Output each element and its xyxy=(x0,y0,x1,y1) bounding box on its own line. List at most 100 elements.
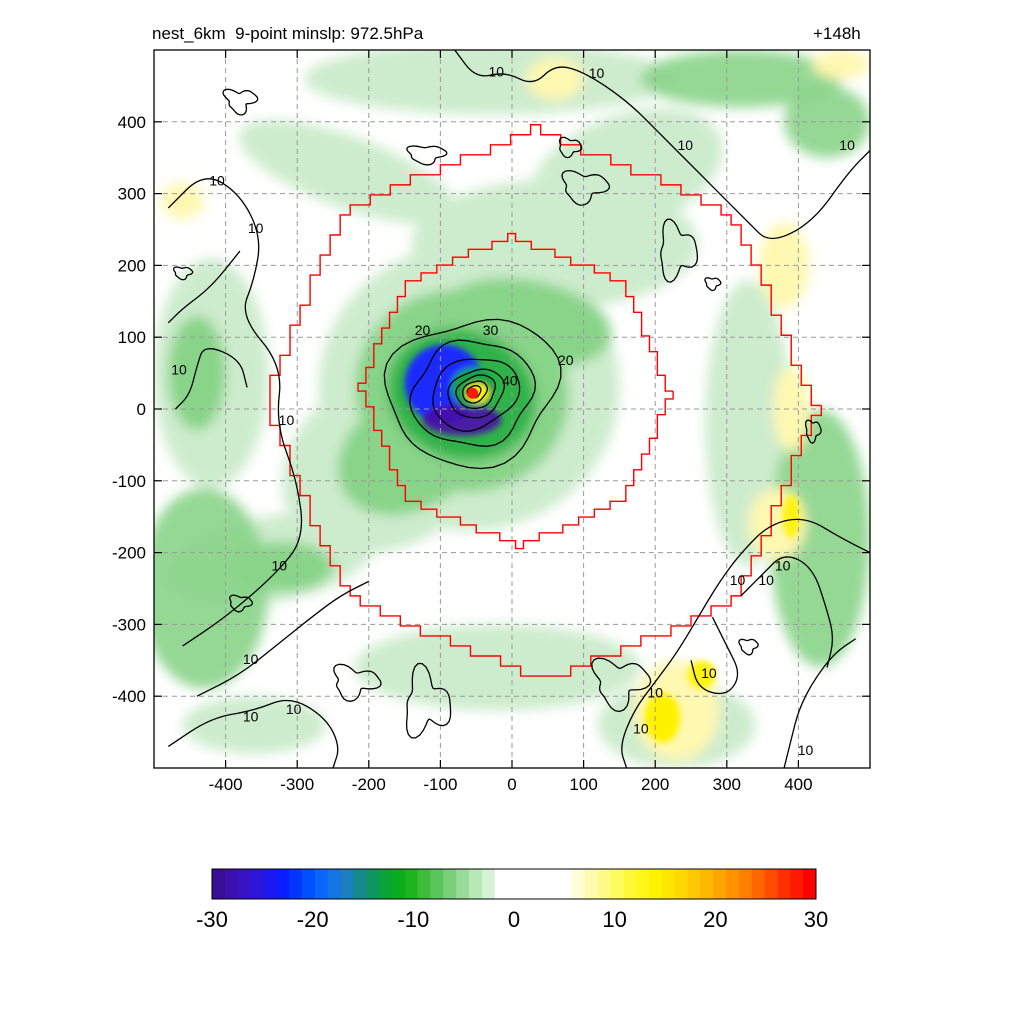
contour-19 xyxy=(738,638,759,656)
contour-label-19: 20 xyxy=(415,322,431,338)
axes: -400 -300 -200 -100 0 100 200 300 40040030020010… xyxy=(112,50,870,794)
colorbar-swatch-21 xyxy=(481,869,496,899)
contour-12 xyxy=(704,277,722,292)
x-tick-label-3: -100 xyxy=(423,775,457,794)
contour-label-0: 10 xyxy=(209,173,225,189)
contour-1 xyxy=(409,339,537,447)
contour-open-3 xyxy=(454,50,870,240)
contour-2 xyxy=(432,358,521,432)
contour-label-16: 10 xyxy=(647,685,663,701)
contour-0 xyxy=(383,318,562,470)
contour-label-18: 10 xyxy=(798,742,814,758)
y-tick-label-6: -200 xyxy=(112,544,146,563)
x-tick-label-0: -400 xyxy=(209,775,243,794)
analysis-rings xyxy=(270,125,821,676)
contour-label-15: 10 xyxy=(701,665,717,681)
contour-open-5 xyxy=(740,556,834,668)
y-tick-label-7: -300 xyxy=(112,615,146,634)
colorbar-swatch-41 xyxy=(738,869,753,899)
colorbar-swatch-13 xyxy=(379,869,393,899)
colorbar-swatch-33 xyxy=(636,869,650,899)
colorbar-swatch-5 xyxy=(276,869,290,899)
y-tick-label-1: 300 xyxy=(118,185,146,204)
contour-label-1: 10 xyxy=(248,220,264,236)
x-tick-label-2: -200 xyxy=(352,775,386,794)
field-blob-27 xyxy=(812,50,870,79)
colorbar-swatch-2 xyxy=(237,869,252,899)
colorbar-swatch-34 xyxy=(648,869,663,899)
contour-label-2: 10 xyxy=(171,362,187,378)
x-tick-label-7: 300 xyxy=(713,775,741,794)
core-blob-5 xyxy=(687,660,717,689)
field-blob-28 xyxy=(161,182,205,219)
contour-label-17: 10 xyxy=(633,721,649,737)
contour-open-8 xyxy=(175,348,248,410)
colorbar-swatch-0 xyxy=(212,869,226,899)
colorbar-swatch-10 xyxy=(340,869,354,899)
colorbar-swatch-45 xyxy=(790,869,804,899)
contour-open-4 xyxy=(621,518,870,768)
contour-open-7 xyxy=(783,638,857,768)
colorbar-label-0: -30 xyxy=(196,907,228,932)
colorbar-swatch-24 xyxy=(520,869,534,899)
colorbar-swatch-7 xyxy=(301,869,316,899)
colorbar-swatch-42 xyxy=(751,869,766,899)
colorbar-label-2: -10 xyxy=(397,907,429,932)
colorbar-swatch-15 xyxy=(404,869,419,899)
colorbar-label-5: 20 xyxy=(703,907,727,932)
colorbar-label-4: 10 xyxy=(602,907,626,932)
colorbar-swatch-27 xyxy=(558,869,573,899)
colorbar-swatch-44 xyxy=(777,869,791,899)
contour-14 xyxy=(405,662,452,739)
colorbar-swatch-17 xyxy=(430,869,444,899)
contour-label-9: 10 xyxy=(589,65,605,81)
contour-open-9 xyxy=(167,250,241,324)
contour-label-22: 40 xyxy=(502,372,518,388)
colorbar-label-1: -20 xyxy=(297,907,329,932)
x-tick-label-6: 200 xyxy=(641,775,669,794)
contour-label-20: 20 xyxy=(558,352,574,368)
contour-open-6 xyxy=(690,616,739,695)
colorbar-swatch-30 xyxy=(597,869,611,899)
core-blob-6 xyxy=(782,495,800,539)
contour-label-7: 10 xyxy=(286,701,302,717)
contour-18 xyxy=(805,419,822,444)
field-blob-14 xyxy=(640,50,842,108)
contour-5 xyxy=(462,380,489,404)
storm-center-marker xyxy=(467,387,479,399)
contour-8 xyxy=(558,136,583,159)
colorbar-frame xyxy=(211,868,817,900)
contour-label-21: 30 xyxy=(483,322,499,338)
colorbar: -30 -20 -10 0 10 20 30 xyxy=(196,868,828,932)
chart-title: nest_6km 9-point minslp: 972.5hPa xyxy=(152,24,424,43)
x-tick-label-8: 400 xyxy=(784,775,812,794)
colorbar-label-6: 30 xyxy=(804,907,828,932)
contour-15 xyxy=(591,657,652,713)
y-tick-label-0: 400 xyxy=(118,113,146,132)
x-tick-label-1: -300 xyxy=(280,775,314,794)
colorbar-swatch-14 xyxy=(391,869,406,899)
contour-label-12: 10 xyxy=(730,572,746,588)
contour-13 xyxy=(333,663,382,702)
contour-7 xyxy=(406,145,448,166)
contour-label-10: 10 xyxy=(677,137,693,153)
contour-16 xyxy=(229,594,254,613)
y-tick-label-3: 100 xyxy=(118,328,146,347)
contour-label-3: 10 xyxy=(279,412,295,428)
colorbar-swatch-8 xyxy=(314,869,329,899)
colorbar-swatch-16 xyxy=(417,869,431,899)
contour-10 xyxy=(222,88,259,116)
contour-label-11: 10 xyxy=(839,137,855,153)
colorbar-swatch-4 xyxy=(263,869,277,899)
field-blob-11 xyxy=(354,624,641,711)
field-blob-10 xyxy=(154,488,269,689)
contour-label-13: 10 xyxy=(758,572,774,588)
colorbar-swatch-19 xyxy=(456,869,470,899)
colorbar-swatch-6 xyxy=(289,869,303,899)
contour-3 xyxy=(447,368,505,419)
y-tick-label-2: 200 xyxy=(118,256,146,275)
contour-11 xyxy=(660,218,699,283)
